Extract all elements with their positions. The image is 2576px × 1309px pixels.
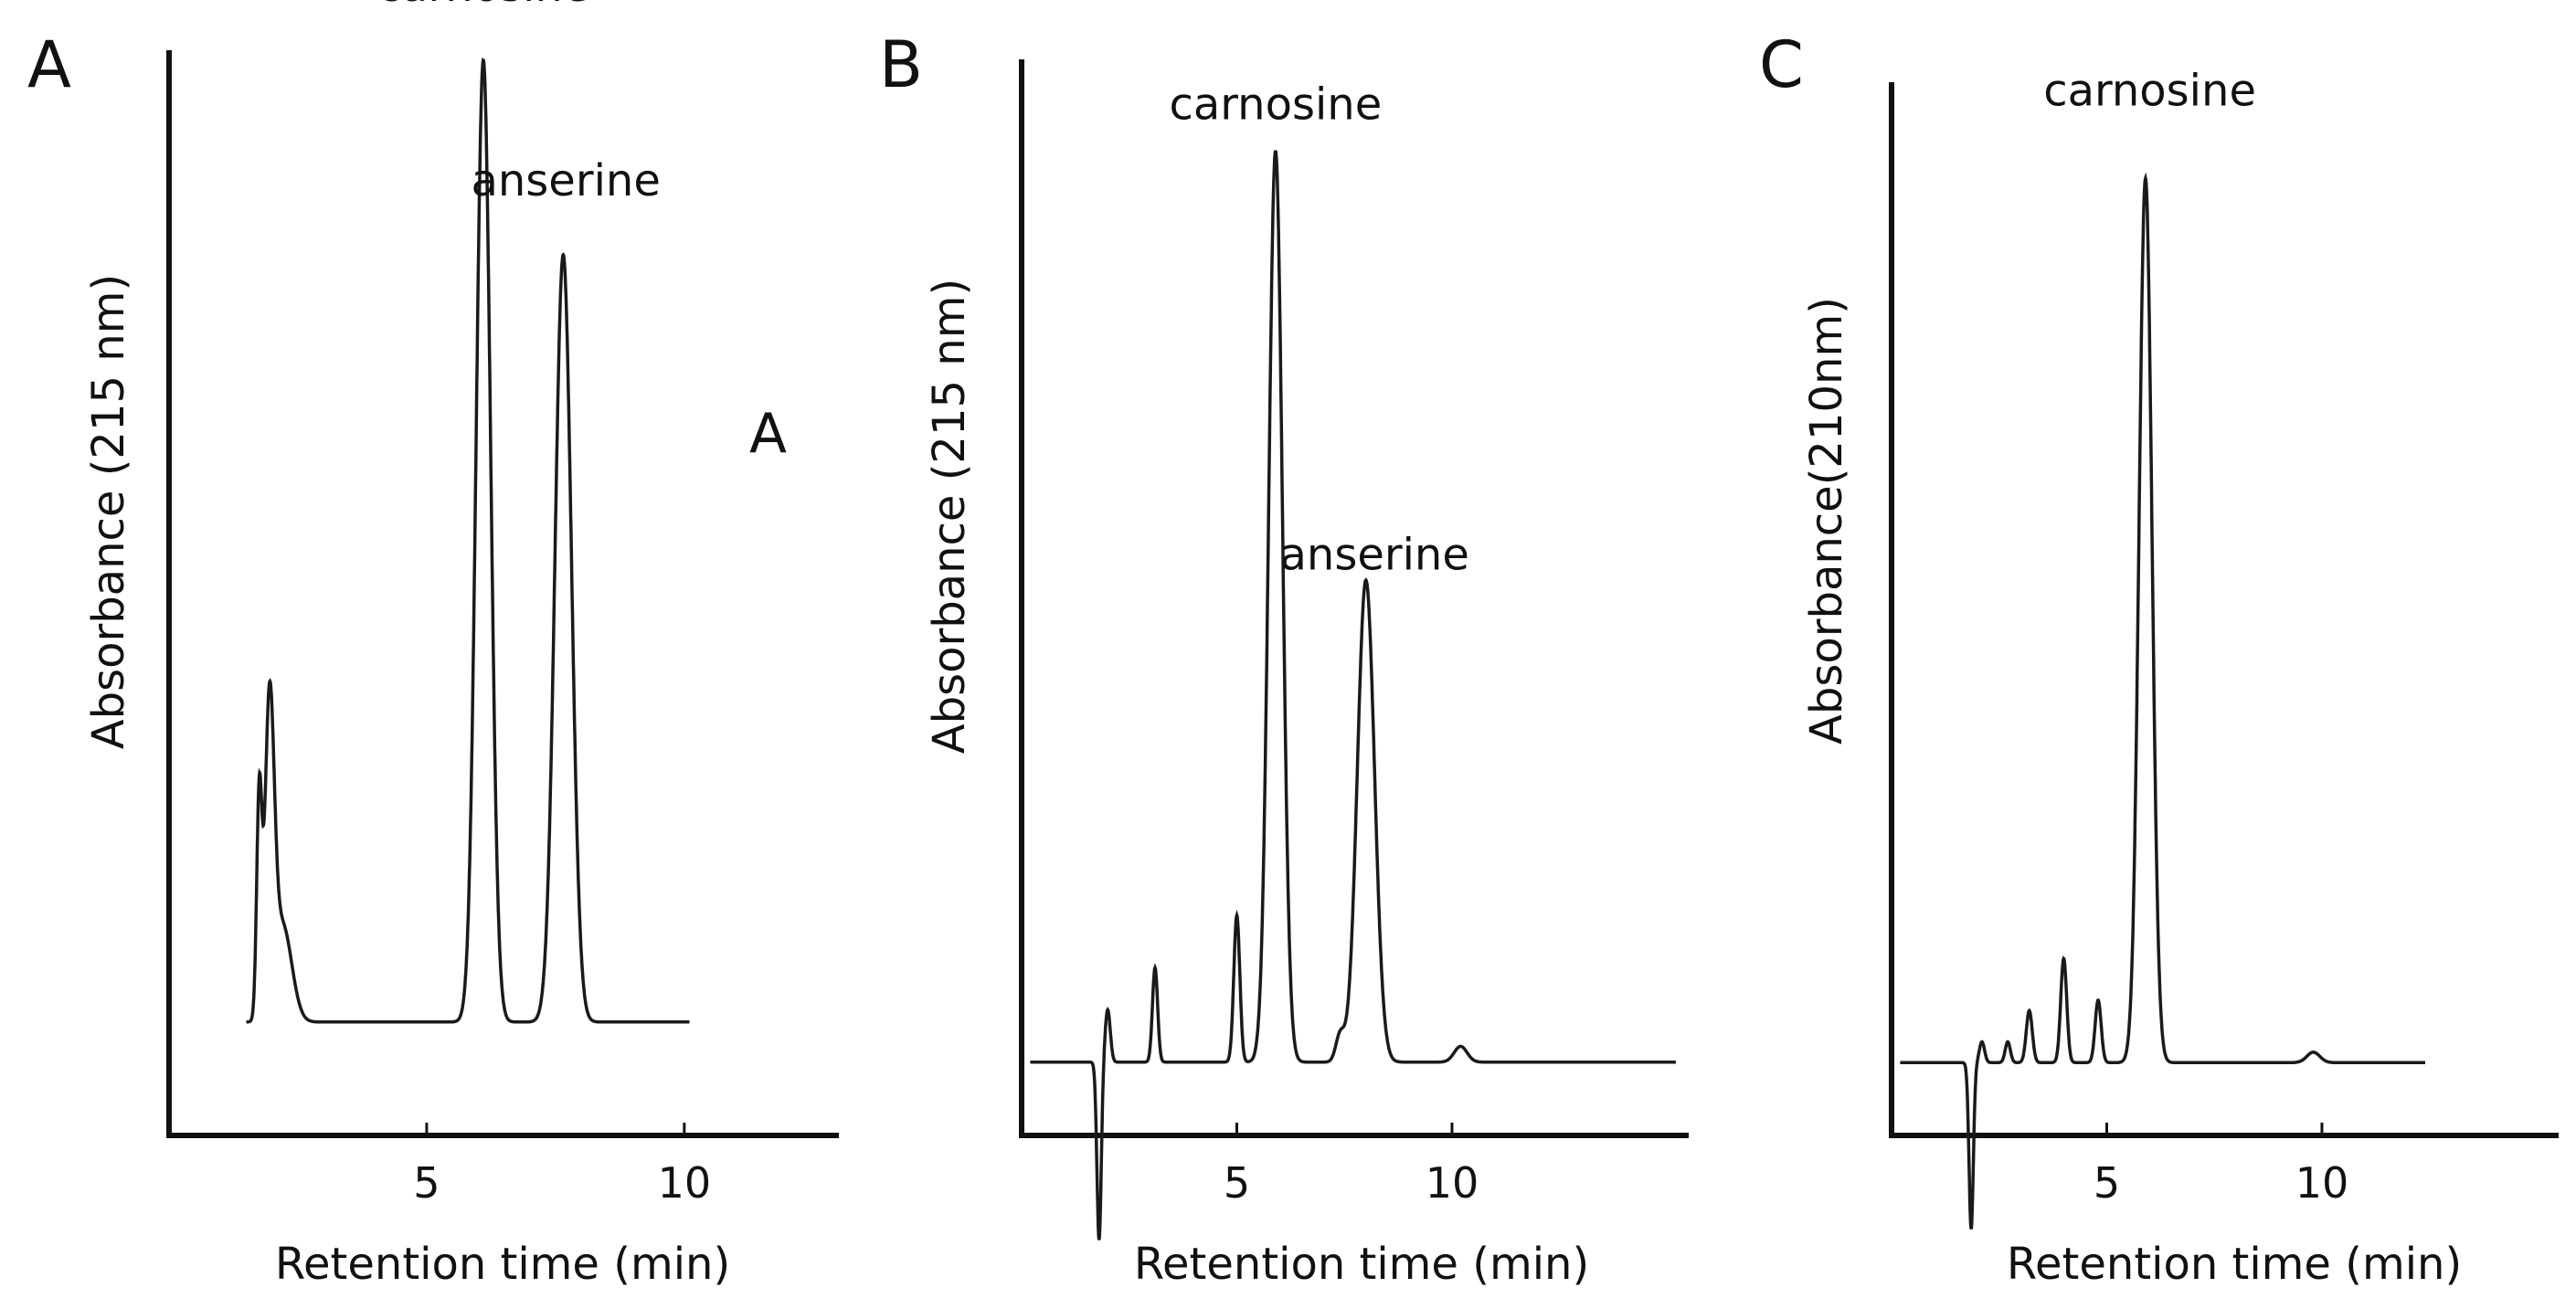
panel-inset-label: A <box>749 402 787 466</box>
x-ticks: 5 10 <box>2094 1123 2348 1208</box>
y-axis-label: Absorbance(210nm) <box>1801 297 1852 744</box>
chromatogram-trace-c <box>1900 172 2425 1230</box>
peak-label-carnosine: carnosine <box>377 0 590 12</box>
y-axis-label: Absorbance (215 nm) <box>83 274 134 749</box>
chromatogram-trace-a <box>246 57 690 1024</box>
x-axis-label: Retention time (min) <box>275 1239 730 1290</box>
peak-label-anserine: anserine <box>1279 530 1468 581</box>
chromatogram-panel-b: B Absorbance (215 nm) Retention time (mi… <box>879 27 1689 1290</box>
x-axis-label: Retention time (min) <box>1134 1239 1589 1290</box>
x-tick-label: 10 <box>658 1158 712 1208</box>
x-tick-label: 5 <box>1224 1158 1250 1208</box>
chromatogram-trace-b <box>1030 150 1676 1240</box>
peak-label-carnosine: carnosine <box>1169 79 1382 130</box>
x-tick-label: 10 <box>1426 1158 1479 1208</box>
peak-annotations: carnosine anserine <box>377 0 661 206</box>
peak-label-anserine: anserine <box>471 155 660 206</box>
x-tick-label: 5 <box>413 1158 440 1208</box>
chromatogram-panel-a: A A Absorbance (215 nm) Retention time (… <box>27 0 839 1290</box>
x-ticks: 5 10 <box>1224 1123 1479 1208</box>
peak-label-carnosine: carnosine <box>2043 65 2256 116</box>
panel-label-a: A <box>27 27 71 102</box>
x-tick-label: 10 <box>2295 1158 2349 1208</box>
panel-label-c: C <box>1759 27 1804 102</box>
panel-label-b: B <box>879 27 923 102</box>
y-axis-label: Absorbance (215 nm) <box>924 279 975 754</box>
x-ticks: 5 10 <box>413 1123 711 1208</box>
peak-annotations: carnosine anserine <box>1169 79 1468 580</box>
x-tick-label: 5 <box>2094 1158 2120 1208</box>
chromatogram-panel-c: C Absorbance(210nm) Retention time (min)… <box>1759 27 2559 1290</box>
x-axis-label: Retention time (min) <box>2007 1239 2462 1290</box>
peak-annotations: carnosine <box>2043 65 2256 116</box>
